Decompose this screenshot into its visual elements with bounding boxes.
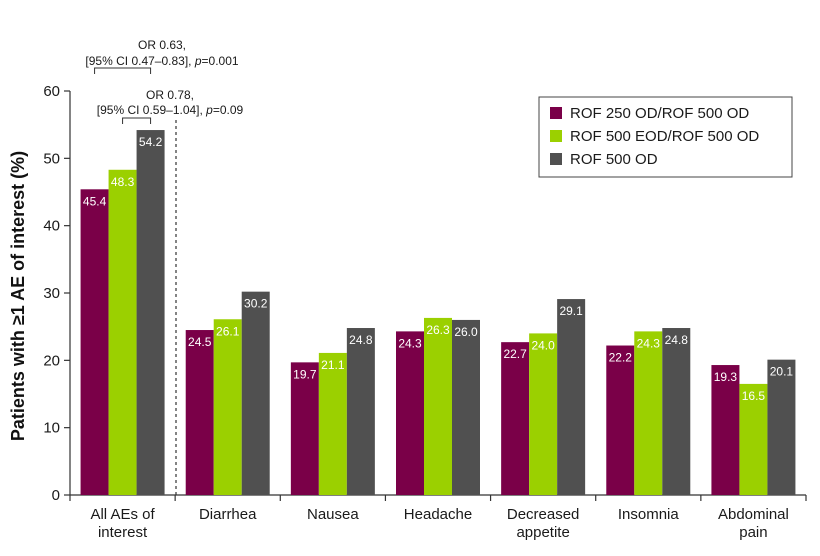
bar [501, 342, 530, 495]
bar-value-label: 19.3 [714, 370, 738, 384]
y-tick-label: 40 [43, 218, 60, 235]
y-axis-label: Patients with ≥1 AE of interest (%) [8, 151, 28, 441]
annotation-line2: [95% CI 0.59–1.04], p=0.09 [97, 103, 244, 117]
bar [136, 130, 165, 495]
y-tick-label: 30 [43, 285, 60, 302]
bar [241, 291, 270, 495]
bar-value-label: 22.7 [503, 347, 527, 361]
bar [108, 169, 137, 495]
x-tick-label: Insomnia [618, 506, 680, 523]
bar-value-label: 20.1 [770, 365, 794, 379]
bar [80, 189, 109, 495]
bar-value-label: 54.2 [139, 135, 163, 149]
significance-bracket [94, 67, 152, 74]
bar-value-label: 26.3 [426, 323, 450, 337]
bar [290, 362, 319, 495]
bar-value-label: 16.5 [742, 389, 766, 403]
bar [739, 383, 768, 495]
legend-label: ROF 250 OD/ROF 500 OD [570, 105, 749, 122]
annotations: OR 0.63, [95% CI 0.47–0.83], p=0.001 OR 0.… [85, 38, 244, 124]
x-tick-label: Decreased appetite [507, 506, 580, 541]
bar-value-label: 22.2 [609, 351, 633, 365]
bar-value-label: 19.7 [293, 367, 317, 381]
bar-value-label: 21.1 [321, 358, 345, 372]
legend-label: ROF 500 EOD/ROF 500 OD [570, 128, 759, 145]
bar-value-label: 26.0 [454, 325, 478, 339]
x-tick-label: Headache [404, 506, 472, 523]
bar [346, 328, 375, 495]
y-tick-label: 0 [52, 487, 60, 504]
bar [662, 328, 691, 495]
annotation-line1: OR 0.78, [146, 88, 194, 102]
bar-value-label: 29.1 [559, 304, 583, 318]
bar-value-label: 24.8 [349, 333, 373, 347]
significance-bracket [122, 117, 152, 124]
bar [529, 333, 558, 495]
x-tick-label: Nausea [307, 506, 359, 523]
bar [452, 319, 480, 495]
x-tick-label: All AEs of interest [90, 506, 155, 541]
bar [711, 365, 740, 495]
bar [634, 331, 663, 495]
x-tick-label: Diarrhea [199, 506, 257, 523]
bar [185, 330, 214, 495]
y-tick-label: 10 [43, 420, 60, 437]
legend-swatch [550, 130, 562, 142]
y-tick-label: 60 [43, 83, 60, 100]
annotation-line1: OR 0.63, [138, 38, 186, 52]
bar-value-label: 24.0 [531, 338, 555, 352]
bar [767, 359, 796, 495]
legend-label: ROF 500 OD [570, 151, 658, 168]
bar-value-label: 24.8 [665, 333, 689, 347]
bar-value-label: 24.3 [398, 336, 422, 350]
legend-swatch [550, 107, 562, 119]
y-tick-label: 50 [43, 150, 60, 167]
bar [424, 317, 452, 495]
bar-value-label: 30.2 [244, 297, 268, 311]
legend-box [538, 96, 793, 178]
bar-value-label: 24.5 [188, 335, 212, 349]
y-tick-label: 20 [43, 352, 60, 369]
bar-value-label: 24.3 [637, 336, 661, 350]
legend: ROF 250 OD/ROF 500 OD ROF 500 EOD/ROF 500… [538, 96, 793, 178]
x-axis: All AEs of interest Diarrhea Nausea Headache… [69, 494, 807, 541]
bars: 45.4 24.5 19.7 24.3 22.7 22.2 19.3 48.3 26.1 21.1… [80, 130, 796, 495]
bar [606, 345, 635, 495]
bar-value-label: 26.1 [216, 324, 240, 338]
bar [318, 352, 347, 495]
bar-value-label: 45.4 [83, 194, 107, 208]
annotation-line2: [95% CI 0.47–0.83], p=0.001 [85, 54, 238, 68]
bar [213, 319, 242, 495]
bar [557, 299, 586, 495]
legend-swatch [550, 153, 562, 165]
x-tick-label: Abdominal pain [718, 506, 789, 541]
bar-value-label: 48.3 [111, 175, 135, 189]
y-axis: 0 10 20 30 40 50 60 [43, 83, 71, 504]
bar [396, 331, 424, 495]
